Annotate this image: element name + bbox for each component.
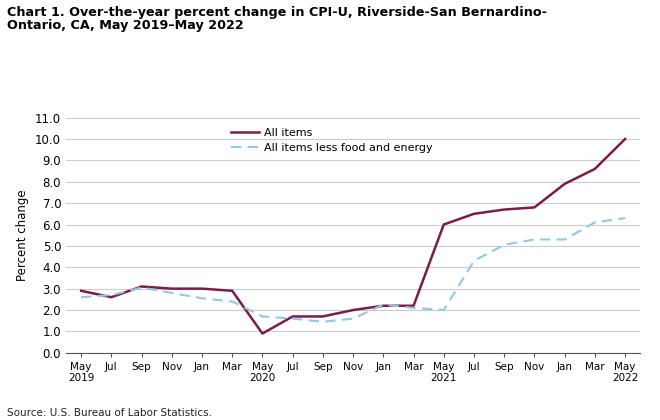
Text: Chart 1. Over-the-year percent change in CPI-U, Riverside-San Bernardino-: Chart 1. Over-the-year percent change in… — [7, 6, 546, 19]
Legend: All items, All items less food and energy: All items, All items less food and energ… — [226, 123, 438, 158]
Y-axis label: Percent change: Percent change — [16, 189, 30, 281]
Text: Source: U.S. Bureau of Labor Statistics.: Source: U.S. Bureau of Labor Statistics. — [7, 408, 212, 418]
Text: Ontario, CA, May 2019–May 2022: Ontario, CA, May 2019–May 2022 — [7, 19, 244, 32]
